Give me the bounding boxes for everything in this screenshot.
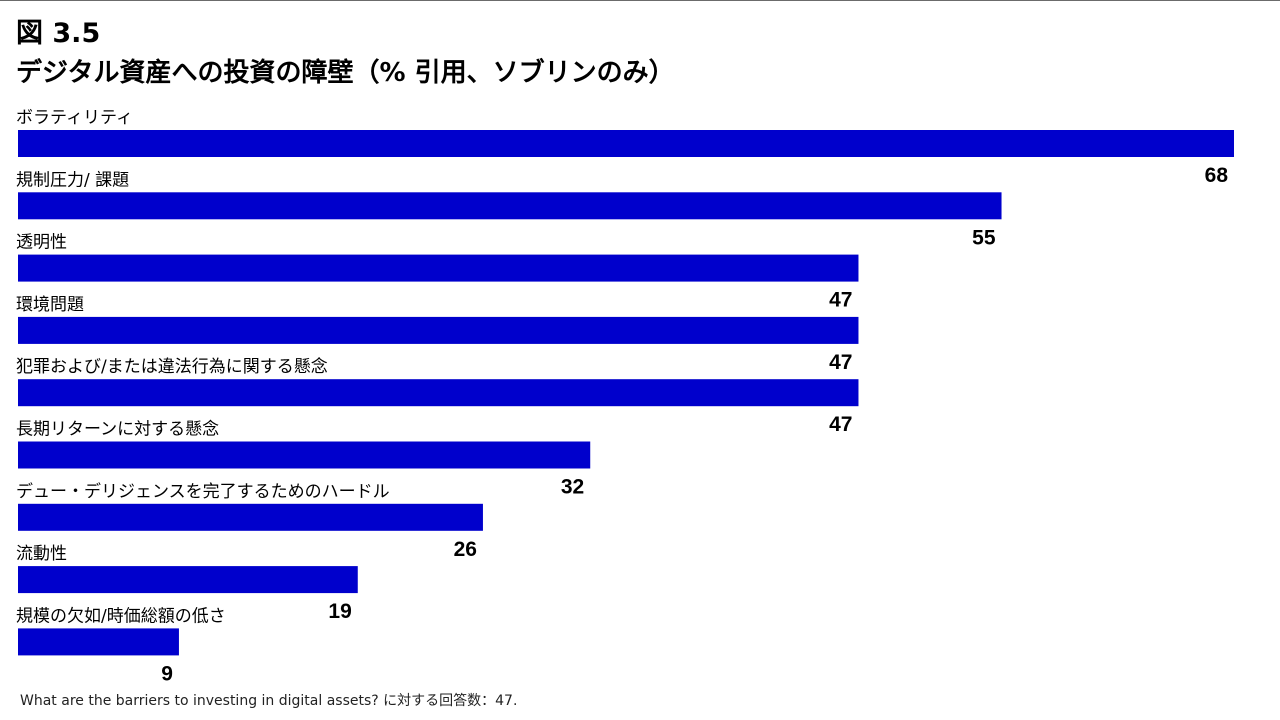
- value-label: 68: [1205, 164, 1229, 187]
- top-rule: [0, 0, 1280, 1]
- category-label: 流動性: [16, 544, 67, 564]
- category-label: 環境問題: [16, 295, 84, 315]
- category-label: 犯罪および/または違法行為に関する懸念: [16, 356, 328, 377]
- value-label: 19: [328, 600, 351, 623]
- bar: [18, 566, 358, 594]
- bar: [18, 628, 179, 656]
- category-label: 規制圧力/ 課題: [16, 170, 129, 190]
- figure-number: 図 3.5: [16, 18, 101, 49]
- chart-title: デジタル資産への投資の障壁（% 引用、ソブリンのみ）: [16, 58, 675, 88]
- bar: [18, 316, 859, 344]
- value-label: 26: [454, 538, 477, 561]
- bar: [18, 130, 1234, 157]
- bar: [18, 379, 859, 407]
- category-label: 長期リターンに対する懸念: [16, 419, 219, 440]
- category-label: デュー・デリジェンスを完了するためのハードル: [16, 481, 390, 502]
- bar: [18, 254, 859, 282]
- value-label: 55: [972, 226, 996, 249]
- category-label: 透明性: [16, 233, 67, 253]
- value-label: 47: [829, 413, 852, 436]
- value-label: 47: [829, 289, 852, 312]
- value-label: 32: [561, 476, 584, 499]
- bar: [18, 503, 483, 531]
- footnote: What are the barriers to investing in di…: [20, 693, 518, 709]
- category-label: 規模の欠如/時価総額の低さ: [16, 606, 226, 626]
- category-label: ボラティリティ: [16, 108, 133, 128]
- value-label: 9: [161, 662, 173, 685]
- value-label: 47: [829, 351, 852, 374]
- bar: [18, 192, 1002, 220]
- bar: [18, 441, 591, 469]
